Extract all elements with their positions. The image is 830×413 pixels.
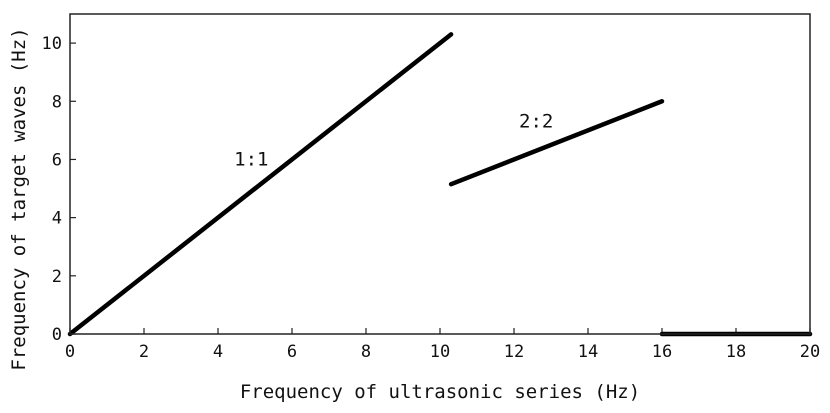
x-tick-label: 18 xyxy=(726,342,746,362)
x-tick-label: 8 xyxy=(361,342,371,362)
y-tick-label: 0 xyxy=(52,325,62,345)
x-tick-label: 14 xyxy=(578,342,598,362)
x-tick-label: 0 xyxy=(65,342,75,362)
x-tick-label: 12 xyxy=(504,342,524,362)
y-axis-title: Frequency of target waves (Hz) xyxy=(8,27,30,370)
x-axis-title: Frequency of ultrasonic series (Hz) xyxy=(240,381,640,403)
y-tick-label: 2 xyxy=(52,267,62,287)
x-tick-label: 10 xyxy=(430,342,450,362)
series-annotation: 1:1 xyxy=(234,148,268,170)
annotations-group: 1:1 2:2 xyxy=(234,110,553,170)
series-group xyxy=(67,32,813,337)
x-tick-label: 6 xyxy=(287,342,297,362)
series-line-2-2 xyxy=(448,99,665,187)
x-axis-ticks: 0 2 4 6 8 10 12 14 16 18 20 xyxy=(65,328,820,362)
x-tick-label: 2 xyxy=(139,342,149,362)
y-tick-label: 6 xyxy=(52,150,62,170)
y-axis-ticks: 0 2 4 6 8 10 xyxy=(42,34,76,345)
x-tick-label: 4 xyxy=(213,342,223,362)
plot-frame xyxy=(69,13,811,335)
x-tick-label: 16 xyxy=(652,342,672,362)
x-tick-label: 20 xyxy=(800,342,820,362)
y-tick-label: 10 xyxy=(42,34,62,54)
series-line-1-1 xyxy=(67,32,454,337)
y-tick-label: 4 xyxy=(52,209,62,229)
y-tick-label: 8 xyxy=(52,92,62,112)
series-annotation: 2:2 xyxy=(519,110,553,132)
